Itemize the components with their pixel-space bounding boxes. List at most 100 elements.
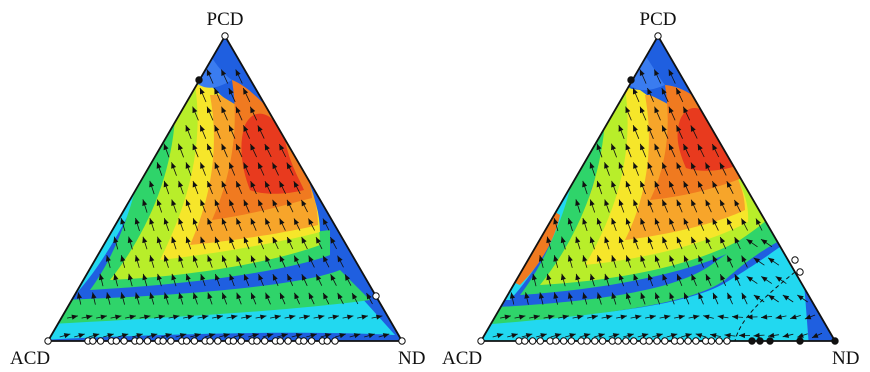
vector-arrow-head [245, 314, 252, 320]
vector-arrow-head [229, 236, 235, 244]
vector-arrow-head [676, 236, 682, 244]
vector-arrow-head [129, 314, 136, 320]
vector-arrow-head [294, 218, 299, 225]
vector-arrow-head [625, 181, 631, 188]
vector-arrow-head [149, 218, 155, 225]
vector-arrow-head [237, 333, 245, 339]
vector-arrow-head [221, 218, 227, 225]
vector-arrow-head [105, 292, 111, 299]
equilibria-left [44, 32, 406, 345]
vector-arrow-head [538, 292, 544, 299]
vector-arrow-head [625, 292, 631, 300]
vector-arrow-head [156, 199, 162, 206]
unstable-equilibrium-point [120, 337, 128, 345]
vector-arrow-head [258, 236, 264, 244]
vector-arrow-head [633, 125, 638, 132]
unstable-equilibrium-point [692, 337, 700, 345]
vector-arrow-head [705, 237, 711, 244]
vector-arrow-head [200, 162, 205, 169]
vector-field-right [492, 69, 823, 339]
vector-arrow-head [712, 144, 718, 151]
band-red [241, 113, 304, 194]
unstable-equilibrium-point [622, 337, 630, 345]
vector-arrow-head [582, 218, 588, 225]
vector-field-left [59, 69, 390, 339]
vector-arrow-head [669, 292, 675, 300]
unstable-equilibrium-point [276, 337, 284, 345]
vector-arrow-head [575, 199, 581, 206]
vector-arrow-head [504, 314, 511, 320]
vector-arrow-head [295, 333, 303, 339]
vector-arrow-head [163, 180, 169, 188]
vector-arrow-head [654, 218, 660, 225]
vector-arrow-head [589, 162, 595, 169]
vector-arrow-head [640, 218, 646, 225]
vector-arrow-head [286, 162, 292, 170]
vector-arrow-head [207, 106, 212, 114]
vector-arrow-head [214, 88, 220, 95]
vector-arrow-head [647, 199, 653, 207]
unstable-equilibrium-point [96, 337, 105, 345]
vector-arrow-head [691, 162, 696, 170]
vector-arrow-head [100, 314, 107, 320]
vector-arrow-head [683, 255, 689, 262]
vector-arrow-head [775, 314, 782, 320]
vector-arrow-head [163, 292, 169, 299]
vector-arrow-head [207, 143, 212, 151]
vector-arrow-head [703, 314, 710, 320]
stable-equilibrium-point [627, 76, 635, 84]
vector-arrow-head [724, 333, 731, 339]
unstable-equilibrium-point [654, 32, 662, 40]
vector-arrow-head [647, 125, 653, 132]
vector-arrow-head [63, 333, 71, 339]
vector-arrow-head [272, 237, 278, 244]
vector-arrow-head [768, 295, 775, 301]
vector-arrow-head [258, 162, 263, 170]
unstable-equilibrium-point [676, 337, 684, 345]
vector-arrow-head [569, 333, 576, 339]
vector-arrow-head [120, 292, 126, 299]
vector-arrow-head [200, 274, 206, 281]
unstable-equilibrium-point [237, 337, 246, 345]
unstable-equilibrium-point [707, 337, 716, 345]
vector-arrow-head [185, 236, 191, 244]
vector-arrow-head [531, 273, 537, 281]
vector-arrow-head [606, 314, 613, 320]
vector-arrow-head [734, 199, 740, 207]
vector-arrow-head [662, 199, 668, 207]
vector-arrow-head [322, 218, 328, 225]
vector-arrow-head [691, 236, 697, 244]
vector-arrow-head [376, 314, 383, 320]
vector-arrow-head [620, 314, 627, 320]
vector-arrow-head [611, 218, 617, 225]
unstable-equilibrium-point [190, 337, 199, 345]
vertex-label-top-right-panel: PCD [640, 9, 677, 30]
vector-arrow-head [761, 276, 768, 282]
vector-arrow-head [684, 292, 689, 300]
vector-arrow-head [86, 314, 93, 320]
vector-arrow-head [712, 255, 718, 263]
vector-arrow-head [229, 162, 234, 169]
vector-arrow-head [185, 162, 191, 169]
vector-arrow-head [662, 125, 667, 132]
vector-arrow-head [596, 292, 602, 299]
vector-arrow-head [214, 236, 220, 244]
vector-arrow-head [243, 88, 249, 95]
vector-arrow-head [695, 333, 703, 339]
vector-arrow-head [158, 314, 165, 320]
vector-arrow-head [113, 236, 119, 244]
vector-arrow-head [720, 274, 726, 281]
vector-arrow-head [308, 255, 314, 263]
vector-arrow-head [647, 274, 653, 281]
vector-arrow-head [236, 218, 242, 225]
vector-arrow-head [611, 255, 617, 262]
vector-arrow-head [78, 333, 85, 339]
vector-arrow-head [272, 274, 278, 281]
vector-arrow-head [691, 199, 696, 207]
unstable-equilibrium-point [715, 337, 723, 345]
unstable-equilibrium-point [89, 337, 97, 345]
vector-arrow-head [316, 274, 322, 281]
vector-arrow-head [207, 255, 213, 262]
vector-arrow-head [582, 292, 588, 299]
vector-arrow-head [611, 292, 617, 299]
